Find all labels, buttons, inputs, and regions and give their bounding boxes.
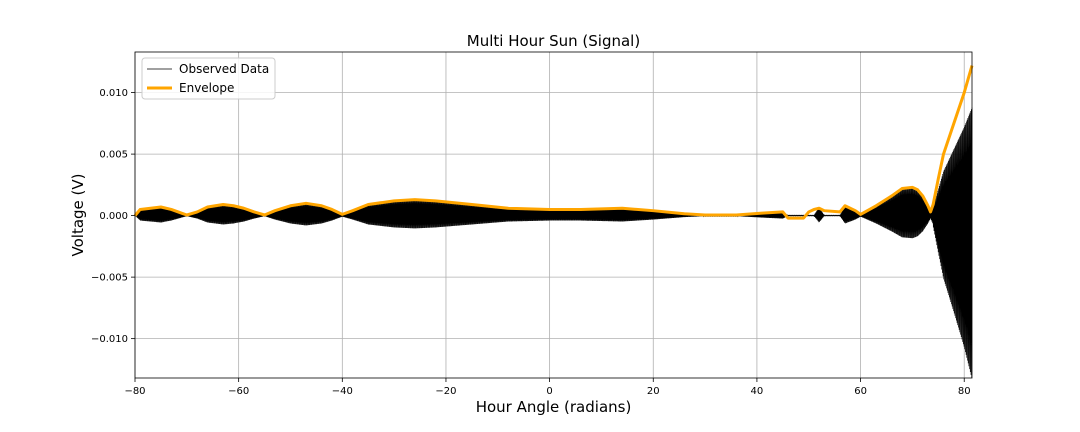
x-tick-label: 80 — [958, 386, 971, 397]
x-tick-label: −40 — [332, 386, 353, 397]
x-tick-label: 20 — [647, 386, 660, 397]
envelope-series — [133, 65, 974, 220]
x-tick-label: 40 — [751, 386, 764, 397]
legend: Observed Data Envelope — [141, 57, 276, 100]
legend-label-envelope: Envelope — [179, 81, 234, 95]
x-axis-label: Hour Angle (radians) — [476, 398, 632, 416]
legend-box — [141, 57, 276, 100]
y-tick-label: −0.005 — [91, 273, 128, 284]
envelope-line — [133, 65, 974, 220]
chart-title: Multi Hour Sun (Signal) — [467, 32, 640, 50]
y-tick-label: 0.005 — [99, 150, 128, 161]
y-axis-label: Voltage (V) — [69, 174, 87, 257]
y-axis: −0.010 −0.005 0.000 0.005 0.010 — [91, 88, 135, 345]
legend-label-observed-data: Observed Data — [179, 62, 269, 76]
grid — [134, 52, 972, 378]
x-axis: −80 −60 −40 −20 0 20 40 60 80 — [124, 378, 971, 397]
y-tick-label: 0.000 — [99, 211, 128, 222]
x-tick-label: −80 — [124, 386, 145, 397]
x-tick-label: 60 — [854, 386, 867, 397]
x-tick-label: −60 — [228, 386, 249, 397]
plot-frame — [134, 51, 973, 379]
x-tick-label: −20 — [435, 386, 456, 397]
y-tick-label: −0.010 — [91, 334, 128, 345]
x-tick-label: 0 — [546, 386, 552, 397]
y-tick-label: 0.010 — [99, 88, 128, 99]
